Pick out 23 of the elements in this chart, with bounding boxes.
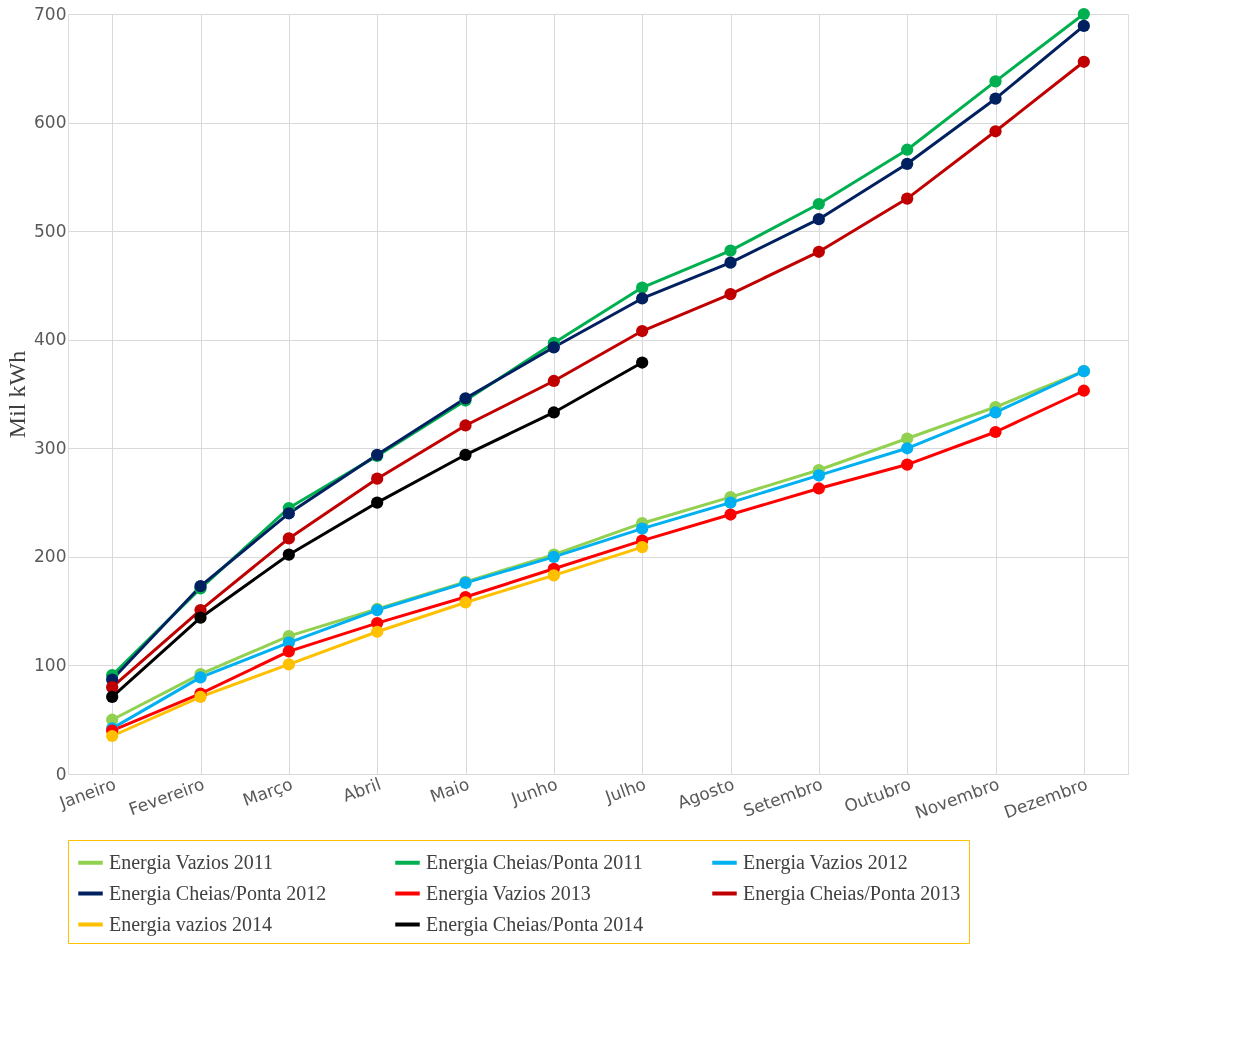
legend-label: Energia Vazios 2011 xyxy=(109,850,274,874)
y-tick-label: 200 xyxy=(34,546,67,567)
x-tick-label: Maio xyxy=(427,773,472,807)
legend-label: Energia vazios 2014 xyxy=(109,912,272,936)
y-tick-label: 100 xyxy=(34,654,67,675)
y-tick-label: 700 xyxy=(34,3,67,24)
x-tick-label: Abril xyxy=(340,773,384,806)
x-tick-label: Julho xyxy=(601,773,649,808)
legend-label: Energia Cheias/Ponta 2013 xyxy=(743,881,961,905)
y-tick-label: 300 xyxy=(34,437,67,458)
legend-label: Energia Vazios 2012 xyxy=(743,850,908,874)
legend-label: Energia Cheias/Ponta 2012 xyxy=(109,881,327,905)
x-tick-label: Junho xyxy=(507,773,561,810)
y-tick-label: 0 xyxy=(55,763,67,784)
x-tick-label: Março xyxy=(239,773,296,811)
legend-label: Energia Vazios 2013 xyxy=(426,881,591,905)
y-tick-label: 400 xyxy=(34,329,67,350)
y-axis-title: Mil kWh xyxy=(4,350,31,439)
y-tick-label: 500 xyxy=(34,220,67,241)
y-tick-label: 600 xyxy=(34,112,67,133)
legend-label: Energia Cheias/Ponta 2011 xyxy=(426,850,643,874)
legend-label: Energia Cheias/Ponta 2014 xyxy=(426,912,644,936)
x-tick-label: Agosto xyxy=(674,773,737,813)
